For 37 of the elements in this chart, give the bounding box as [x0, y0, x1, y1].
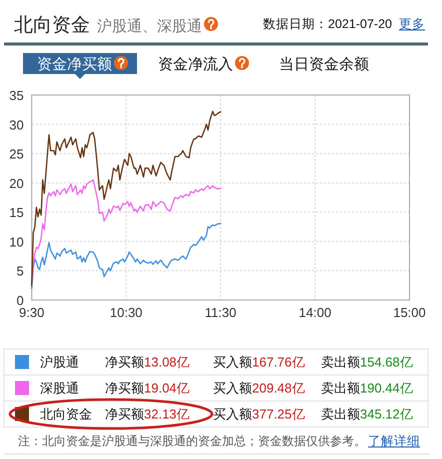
table-cell: 卖出额345.12亿 — [321, 406, 413, 422]
table-cell: 卖出额190.44亿 — [321, 380, 413, 396]
tab-label: 当日资金余额 — [279, 56, 369, 73]
table-cell: 净买额13.08亿 — [105, 354, 190, 370]
y-tick-label: 5 — [16, 263, 24, 278]
link: 更多 — [398, 17, 426, 31]
x-tick-label: 9:30 — [19, 305, 44, 320]
table-cell: 卖出额154.68亿 — [321, 354, 413, 370]
table-cell: 买入额167.76亿 — [213, 354, 305, 370]
table-cell: 净买额19.04亿 — [105, 380, 190, 396]
x-tick-label: 11:30 — [204, 305, 236, 320]
y-tick-label: 15 — [9, 204, 24, 220]
y-tick-label: 10 — [9, 234, 24, 249]
y-tick-label: 20 — [9, 175, 24, 190]
x-tick-label: 15:00 — [393, 305, 426, 320]
tab-label: 资金净买额 — [37, 56, 112, 73]
link: 了解详细 — [368, 434, 420, 448]
tab-label: 资金净流入 — [158, 56, 233, 73]
x-tick-label: 10:30 — [110, 305, 142, 320]
table-cell: 净买额32.13亿 — [105, 406, 190, 422]
title: 北向资金 — [14, 15, 90, 36]
annotation: 数据日期：2021-07-20 — [263, 17, 392, 31]
legend-label: 深股通 — [40, 380, 79, 396]
table-cell: 买入额209.48亿 — [213, 380, 305, 396]
note: 注：北向资金是沪股通与深股通的资金加总；资金数据仅供参考。 — [18, 434, 366, 448]
subtitle: 沪股通、深股通 — [97, 18, 202, 35]
legend-item: 北向资金 — [15, 406, 92, 422]
y-tick-label: 25 — [9, 146, 24, 162]
y-tick-label: 30 — [9, 116, 24, 132]
y-tick-label: 35 — [9, 88, 24, 102]
table-cell: 买入额377.25亿 — [213, 406, 305, 422]
legend-label: 北向资金 — [40, 406, 92, 422]
legend-item: 深股通 — [15, 380, 79, 396]
legend-label: 沪股通 — [40, 354, 79, 370]
x-tick-label: 14:00 — [298, 305, 332, 320]
legend-item: 沪股通 — [15, 354, 79, 370]
y-tick-label: 0 — [16, 292, 24, 308]
